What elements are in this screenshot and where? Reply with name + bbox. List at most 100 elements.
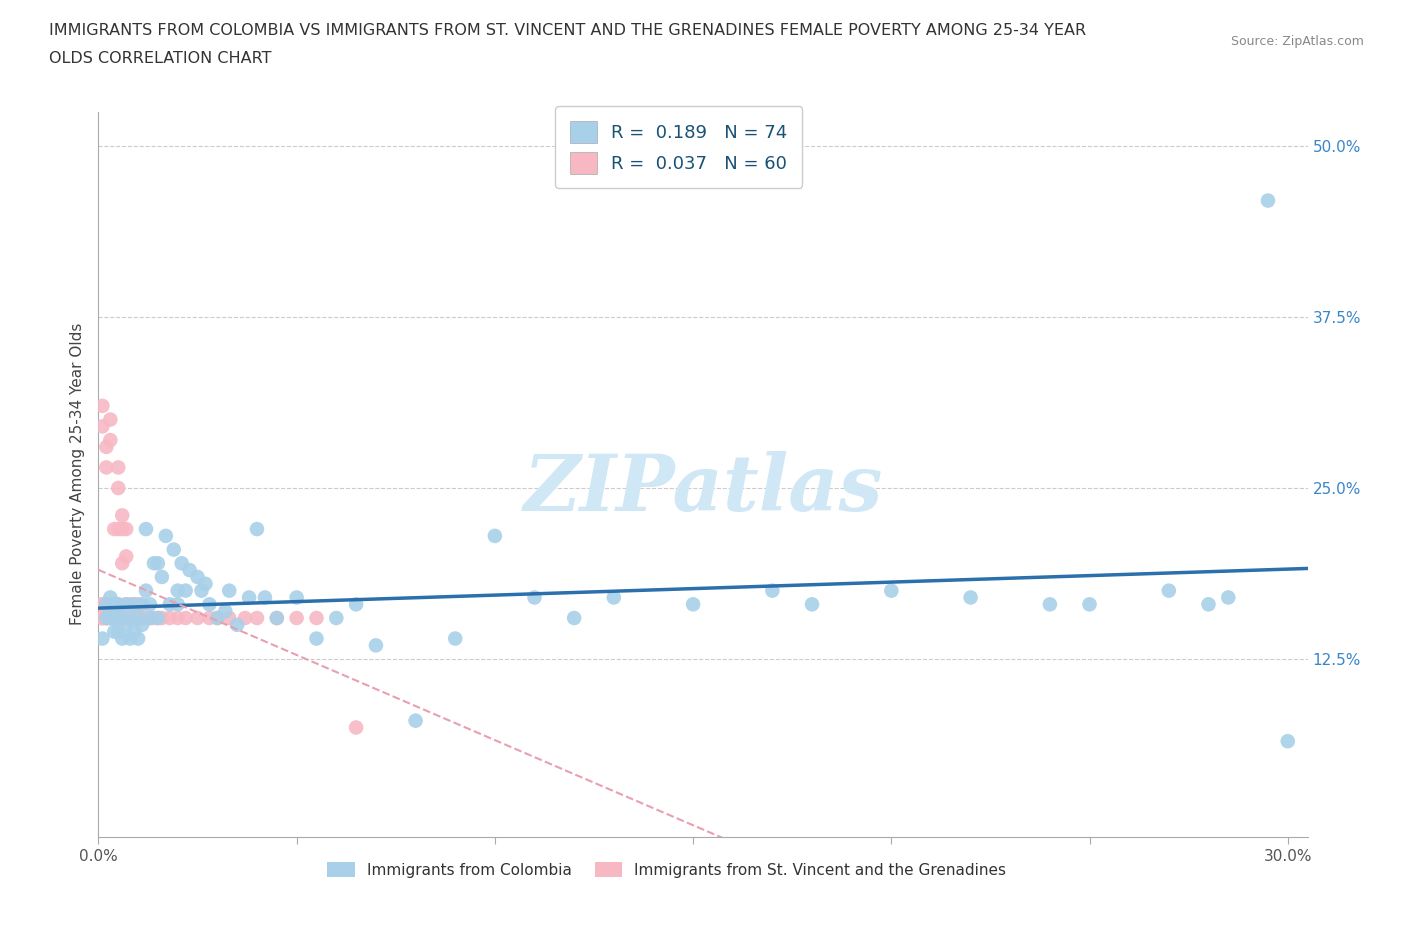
Point: [150, 611, 173, 626]
Point: [91, 611, 114, 626]
Point: [135, 583, 157, 598]
Point: [159, 597, 181, 612]
Point: [266, 611, 288, 626]
Point: [122, 597, 145, 612]
Point: [801, 597, 824, 612]
Point: [226, 618, 249, 632]
Text: Source: ZipAtlas.com: Source: ZipAtlas.com: [1230, 35, 1364, 48]
Point: [1198, 597, 1220, 612]
Point: [115, 611, 138, 626]
Point: [603, 590, 626, 604]
Point: [135, 522, 157, 537]
Point: [198, 597, 221, 612]
Point: [146, 611, 169, 626]
Point: [146, 556, 169, 571]
Point: [266, 611, 288, 626]
Point: [103, 597, 125, 612]
Point: [523, 590, 546, 604]
Point: [115, 611, 138, 626]
Point: [682, 597, 704, 612]
Point: [139, 611, 162, 626]
Point: [139, 597, 162, 612]
Point: [103, 611, 125, 626]
Point: [146, 611, 169, 626]
Point: [1039, 597, 1062, 612]
Point: [107, 460, 129, 475]
Point: [562, 611, 585, 626]
Point: [107, 522, 129, 537]
Point: [96, 440, 118, 455]
Point: [131, 597, 153, 612]
Point: [959, 590, 981, 604]
Point: [305, 631, 328, 646]
Point: [131, 618, 153, 632]
Point: [91, 597, 114, 612]
Point: [96, 611, 118, 626]
Point: [166, 611, 188, 626]
Point: [103, 522, 125, 537]
Point: [207, 611, 229, 626]
Point: [91, 398, 114, 413]
Point: [761, 583, 783, 598]
Point: [179, 563, 201, 578]
Point: [120, 611, 142, 626]
Point: [405, 713, 427, 728]
Point: [98, 597, 121, 612]
Point: [103, 611, 125, 626]
Point: [444, 631, 467, 646]
Point: [218, 611, 240, 626]
Point: [115, 549, 138, 564]
Point: [120, 611, 142, 626]
Point: [166, 597, 188, 612]
Point: [111, 611, 134, 626]
Point: [344, 597, 367, 612]
Point: [115, 597, 138, 612]
Point: [96, 611, 118, 626]
Point: [111, 556, 134, 571]
Point: [98, 611, 121, 626]
Point: [170, 556, 193, 571]
Point: [122, 611, 145, 626]
Point: [142, 611, 165, 626]
Point: [139, 611, 162, 626]
Point: [186, 569, 208, 584]
Point: [325, 611, 347, 626]
Point: [1078, 597, 1101, 612]
Point: [111, 522, 134, 537]
Point: [364, 638, 387, 653]
Point: [107, 597, 129, 612]
Point: [91, 631, 114, 646]
Point: [285, 590, 308, 604]
Point: [127, 597, 149, 612]
Point: [880, 583, 903, 598]
Point: [107, 611, 129, 626]
Point: [159, 611, 181, 626]
Point: [253, 590, 276, 604]
Point: [155, 528, 177, 543]
Point: [91, 611, 114, 626]
Point: [163, 542, 186, 557]
Point: [207, 611, 229, 626]
Point: [150, 569, 173, 584]
Point: [107, 481, 129, 496]
Text: ZIPatlas: ZIPatlas: [523, 450, 883, 527]
Point: [107, 611, 129, 626]
Point: [1277, 734, 1299, 749]
Point: [120, 611, 142, 626]
Point: [174, 611, 197, 626]
Point: [1218, 590, 1240, 604]
Point: [115, 618, 138, 632]
Point: [127, 611, 149, 626]
Point: [96, 597, 118, 612]
Point: [91, 597, 114, 612]
Point: [246, 522, 269, 537]
Point: [103, 611, 125, 626]
Point: [107, 624, 129, 639]
Point: [98, 432, 121, 447]
Point: [142, 556, 165, 571]
Point: [194, 577, 217, 591]
Point: [115, 597, 138, 612]
Point: [96, 611, 118, 626]
Point: [98, 611, 121, 626]
Point: [98, 590, 121, 604]
